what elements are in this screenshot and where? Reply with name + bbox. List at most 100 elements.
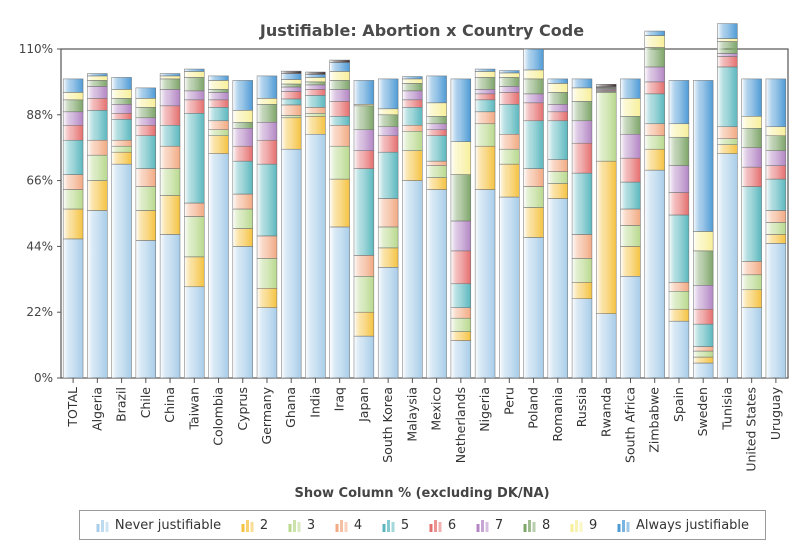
bar-segment[interactable]	[765, 135, 787, 151]
bar-segment[interactable]	[111, 151, 132, 165]
bar-segment[interactable]	[596, 84, 617, 87]
bar-segment[interactable]	[353, 129, 375, 151]
legend-item[interactable]: 7	[476, 518, 503, 533]
bar-segment[interactable]	[353, 255, 375, 277]
bar-segment[interactable]	[668, 80, 690, 125]
bar-segment[interactable]	[184, 113, 205, 204]
bar-segment[interactable]	[208, 75, 229, 81]
bar-segment[interactable]	[353, 150, 375, 169]
legend-item[interactable]: Always justifiable	[617, 518, 749, 533]
bar-segment[interactable]	[87, 210, 108, 379]
bar-segment[interactable]	[232, 80, 253, 111]
bar-segment[interactable]	[111, 145, 132, 153]
bar-segment[interactable]	[668, 291, 690, 310]
bar-segment[interactable]	[135, 210, 157, 241]
bar-segment[interactable]	[741, 186, 762, 262]
bar-segment[interactable]	[135, 87, 157, 99]
bar-segment[interactable]	[208, 120, 229, 131]
bar-segment[interactable]	[620, 98, 641, 117]
bar-segment[interactable]	[523, 168, 544, 187]
bar-segment[interactable]	[111, 113, 132, 120]
bar-segment[interactable]	[644, 93, 665, 125]
bar-segment[interactable]	[281, 70, 302, 74]
bar-segment[interactable]	[741, 78, 762, 117]
bar-segment[interactable]	[281, 73, 302, 80]
bar-segment[interactable]	[256, 98, 278, 105]
bar-segment[interactable]	[377, 135, 399, 153]
bar-segment[interactable]	[499, 104, 520, 135]
bar-segment[interactable]	[717, 138, 738, 145]
bar-segment[interactable]	[692, 346, 714, 352]
bar-segment[interactable]	[135, 168, 157, 187]
bar-segment[interactable]	[305, 107, 326, 114]
bar-segment[interactable]	[62, 238, 84, 379]
bar-segment[interactable]	[87, 86, 108, 99]
bar-segment[interactable]	[571, 282, 593, 299]
bar-segment[interactable]	[281, 91, 302, 100]
bar-segment[interactable]	[474, 189, 496, 379]
bar-segment[interactable]	[281, 148, 302, 379]
bar-segment[interactable]	[329, 101, 350, 117]
bar-segment[interactable]	[87, 80, 108, 87]
bar-segment[interactable]	[329, 145, 350, 180]
bar-segment[interactable]	[62, 125, 84, 141]
bar-segment[interactable]	[281, 79, 302, 85]
bar-segment[interactable]	[402, 180, 423, 379]
bar-segment[interactable]	[426, 102, 447, 117]
bar-segment[interactable]	[305, 84, 326, 90]
bar-segment[interactable]	[402, 83, 423, 92]
bar-segment[interactable]	[281, 98, 302, 106]
bar-segment[interactable]	[426, 135, 447, 162]
bar-segment[interactable]	[87, 75, 108, 81]
bar-segment[interactable]	[329, 116, 350, 126]
bar-segment[interactable]	[87, 110, 108, 141]
bar-segment[interactable]	[159, 78, 181, 90]
bar-segment[interactable]	[281, 83, 302, 88]
bar-segment[interactable]	[717, 53, 738, 57]
bar-segment[interactable]	[232, 122, 253, 129]
bar-segment[interactable]	[571, 258, 593, 283]
bar-segment[interactable]	[208, 92, 229, 101]
bar-segment[interactable]	[523, 93, 544, 104]
bar-segment[interactable]	[571, 87, 593, 102]
bar-segment[interactable]	[644, 35, 665, 48]
bar-segment[interactable]	[184, 68, 205, 72]
bar-segment[interactable]	[208, 129, 229, 136]
bar-segment[interactable]	[256, 258, 278, 289]
bar-segment[interactable]	[135, 107, 157, 119]
bar-segment[interactable]	[87, 180, 108, 211]
bar-segment[interactable]	[62, 92, 84, 101]
bar-segment[interactable]	[62, 139, 84, 175]
bar-segment[interactable]	[159, 234, 181, 379]
bar-segment[interactable]	[62, 78, 84, 93]
bar-segment[interactable]	[620, 133, 641, 159]
bar-segment[interactable]	[523, 186, 544, 208]
bar-segment[interactable]	[523, 207, 544, 238]
bar-segment[interactable]	[402, 107, 423, 126]
bar-segment[interactable]	[765, 210, 787, 223]
bar-segment[interactable]	[208, 89, 229, 93]
bar-segment[interactable]	[402, 78, 423, 84]
bar-segment[interactable]	[208, 80, 229, 90]
bar-segment[interactable]	[111, 119, 132, 141]
bar-segment[interactable]	[305, 113, 326, 117]
bar-segment[interactable]	[232, 228, 253, 247]
bar-segment[interactable]	[741, 261, 762, 276]
bar-segment[interactable]	[523, 48, 544, 71]
bar-segment[interactable]	[232, 160, 253, 195]
bar-segment[interactable]	[450, 174, 472, 222]
legend-item[interactable]: 8	[523, 518, 550, 533]
bar-segment[interactable]	[474, 123, 496, 147]
bar-segment[interactable]	[256, 163, 278, 237]
bar-segment[interactable]	[765, 234, 787, 244]
bar-segment[interactable]	[596, 92, 617, 162]
bar-segment[interactable]	[644, 81, 665, 95]
bar-segment[interactable]	[571, 120, 593, 144]
bar-segment[interactable]	[159, 195, 181, 235]
bar-segment[interactable]	[450, 283, 472, 308]
bar-segment[interactable]	[377, 126, 399, 136]
bar-segment[interactable]	[281, 104, 302, 116]
bar-segment[interactable]	[668, 308, 690, 322]
bar-segment[interactable]	[450, 78, 472, 142]
bar-segment[interactable]	[547, 78, 568, 84]
